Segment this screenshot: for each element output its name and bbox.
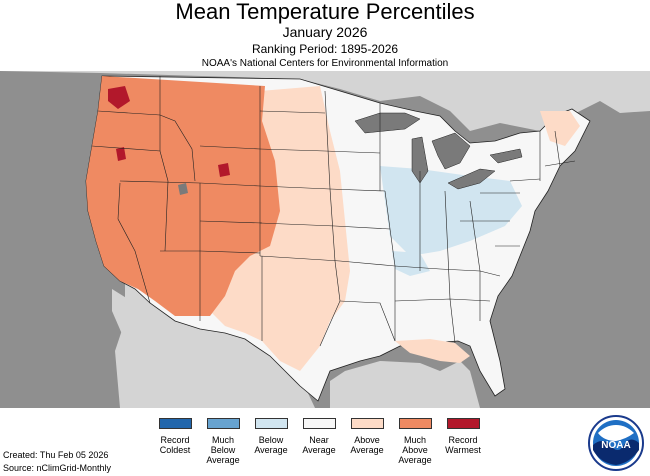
legend-item-below-average: Below Average <box>246 418 296 455</box>
state-boundaries <box>91 76 576 347</box>
legend-swatch-much-above-average <box>398 418 432 429</box>
lake-superior <box>354 112 421 134</box>
legend-label-below-average: Below Average <box>254 435 288 455</box>
baja-peninsula <box>112 289 150 376</box>
map-area <box>0 71 650 408</box>
legend: Record Coldest Much Below Average Below … <box>150 418 490 474</box>
lake-ontario <box>489 148 523 164</box>
lake-huron <box>431 132 471 170</box>
us-temperature-map <box>0 71 650 408</box>
legend-label-near-average: Near Average <box>302 435 336 455</box>
noaa-logo-icon: NOAA <box>588 415 644 471</box>
map-header: Mean Temperature Percentiles January 202… <box>0 0 650 70</box>
below-average-south <box>392 251 430 276</box>
legend-swatch-below-average <box>254 418 288 429</box>
legend-label-record-warmest: Record Warmest <box>445 435 481 455</box>
record-warmest-washington <box>108 86 130 109</box>
map-subtitle: January 2026 <box>282 24 368 40</box>
legend-label-record-coldest: Record Coldest <box>159 435 191 455</box>
gulf-mexico-land <box>330 361 480 408</box>
agency-name: NOAA's National Centers for Environmenta… <box>201 58 449 69</box>
legend-item-above-average: Above Average <box>342 418 392 455</box>
canada-land <box>0 71 650 131</box>
below-average-great-lakes <box>380 166 522 256</box>
legend-item-record-coldest: Record Coldest <box>150 418 200 455</box>
noaa-logo-text: NOAA <box>601 440 630 451</box>
record-warmest-wyoming <box>218 163 230 177</box>
legend-swatch-record-warmest <box>446 418 480 429</box>
legend-item-much-below-average: Much Below Average <box>198 418 248 465</box>
great-salt-lake <box>178 183 188 195</box>
legend-item-much-above-average: Much Above Average <box>390 418 440 465</box>
record-warmest-oregon <box>116 147 126 161</box>
noaa-logo: NOAA <box>588 415 644 471</box>
data-source: Source: nClimGrid-Monthly <box>3 463 112 473</box>
lake-michigan <box>411 136 429 184</box>
legend-swatch-near-average <box>302 418 336 429</box>
legend-swatch-record-coldest <box>158 418 192 429</box>
much-above-average-region <box>86 76 280 316</box>
legend-item-near-average: Near Average <box>294 418 344 455</box>
above-average-region <box>210 86 350 371</box>
legend-swatch-much-below-average <box>206 418 240 429</box>
legend-label-above-average: Above Average <box>350 435 384 455</box>
lake-erie <box>447 168 496 190</box>
ranking-period: Ranking Period: 1895-2026 <box>251 42 399 56</box>
above-average-northeast <box>540 111 580 146</box>
legend-swatch-above-average <box>350 418 384 429</box>
above-average-southeast <box>395 339 470 363</box>
legend-item-record-warmest: Record Warmest <box>438 418 488 455</box>
legend-label-much-below-average: Much Below Average <box>206 435 240 465</box>
legend-label-much-above-average: Much Above Average <box>398 435 432 465</box>
map-title: Mean Temperature Percentiles <box>175 0 475 24</box>
created-date: Created: Thu Feb 05 2026 <box>3 450 109 460</box>
